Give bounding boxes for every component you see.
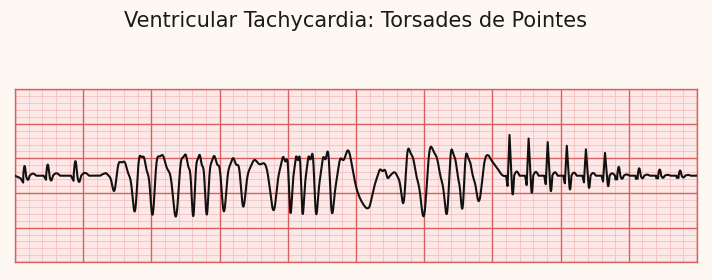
Text: Ventricular Tachycardia: Torsades de Pointes: Ventricular Tachycardia: Torsades de Poi… (125, 11, 587, 31)
